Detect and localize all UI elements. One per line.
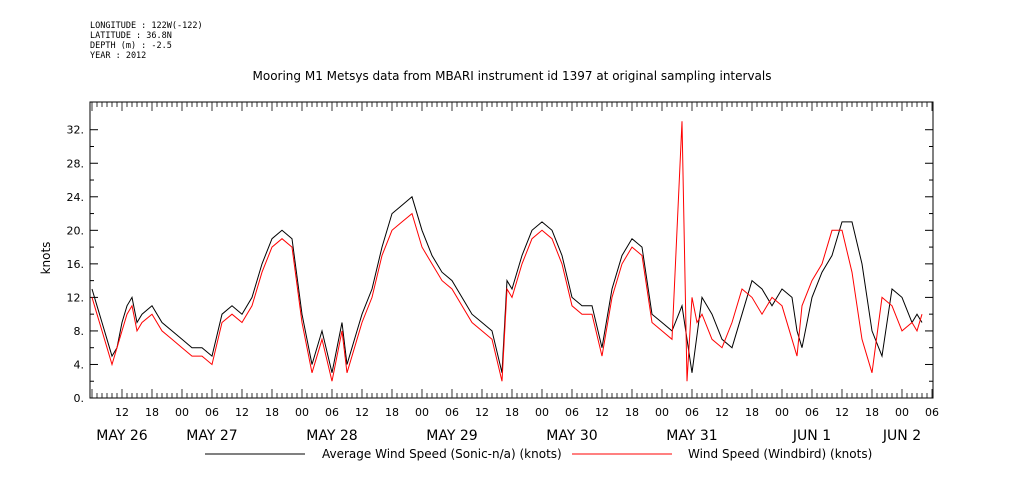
x-hour-label: 18 bbox=[865, 406, 879, 419]
x-day-label: MAY 28 bbox=[306, 428, 357, 444]
y-tick-label: 24. bbox=[67, 191, 85, 204]
x-hour-label: 18 bbox=[505, 406, 519, 419]
x-hour-label: 06 bbox=[925, 406, 939, 419]
x-hour-label: 12 bbox=[835, 406, 849, 419]
series-line-sonic bbox=[91, 195, 923, 373]
x-hour-label: 12 bbox=[715, 406, 729, 419]
x-day-label: MAY 26 bbox=[96, 428, 147, 444]
y-tick-label: 12. bbox=[67, 291, 85, 304]
x-hour-label: 00 bbox=[535, 406, 549, 419]
chart-title: Mooring M1 Metsys data from MBARI instru… bbox=[253, 69, 772, 83]
latitude-text: LATITUDE : 36.8N bbox=[90, 31, 172, 41]
x-hour-label: 18 bbox=[385, 406, 399, 419]
x-hour-label: 12 bbox=[355, 406, 369, 419]
y-tick-label: 8. bbox=[74, 325, 85, 338]
axes: 0. 4. 8. 12. 16. 20. 24. 28. 32. 12 18 00 06 12 18 00 06… bbox=[67, 102, 939, 444]
plot-frame bbox=[89, 101, 934, 399]
x-hour-label: 06 bbox=[565, 406, 579, 419]
y-axis-label: knots bbox=[39, 242, 53, 275]
station-metadata: LONGITUDE : 122W(-122) LATITUDE : 36.8N … bbox=[90, 21, 203, 61]
x-hour-label: 06 bbox=[805, 406, 819, 419]
x-hour-label: 18 bbox=[265, 406, 279, 419]
x-day-label: JUN 1 bbox=[792, 428, 831, 444]
x-day-label: MAY 30 bbox=[546, 428, 597, 444]
x-hour-label: 18 bbox=[745, 406, 759, 419]
x-hour-label: 12 bbox=[115, 406, 129, 419]
y-tick-label: 0. bbox=[74, 392, 85, 405]
depth-text: DEPTH (m) : -2.5 bbox=[90, 41, 172, 51]
x-hour-label: 00 bbox=[895, 406, 909, 419]
legend-label: Average Wind Speed (Sonic-n/a) (knots) bbox=[322, 447, 562, 461]
y-tick-label: 32. bbox=[67, 124, 85, 137]
x-hour-label: 06 bbox=[205, 406, 219, 419]
x-day-label: MAY 31 bbox=[666, 428, 717, 444]
x-day-label: MAY 29 bbox=[426, 428, 477, 444]
longitude-text: LONGITUDE : 122W(-122) bbox=[90, 21, 203, 31]
series-layer bbox=[91, 121, 923, 382]
y-tick-label: 28. bbox=[67, 157, 85, 170]
x-day-label: MAY 27 bbox=[186, 428, 237, 444]
x-hour-label: 18 bbox=[625, 406, 639, 419]
y-tick-label: 16. bbox=[67, 258, 85, 271]
legend: Average Wind Speed (Sonic-n/a) (knots) Wi… bbox=[205, 447, 872, 461]
x-hour-label: 12 bbox=[475, 406, 489, 419]
y-tick-label: 20. bbox=[67, 224, 85, 237]
series-line-windbird bbox=[91, 121, 923, 382]
x-day-label: JUN 2 bbox=[882, 428, 921, 444]
y-tick-label: 4. bbox=[74, 358, 85, 371]
x-hour-label: 00 bbox=[655, 406, 669, 419]
x-hour-label: 00 bbox=[295, 406, 309, 419]
legend-label: Wind Speed (Windbird) (knots) bbox=[688, 447, 872, 461]
x-hour-label: 18 bbox=[145, 406, 159, 419]
year-text: YEAR : 2012 bbox=[90, 51, 147, 61]
x-hour-label: 06 bbox=[325, 406, 339, 419]
x-hour-label: 06 bbox=[685, 406, 699, 419]
x-hour-label: 06 bbox=[445, 406, 459, 419]
x-hour-label: 00 bbox=[415, 406, 429, 419]
x-hour-label: 12 bbox=[235, 406, 249, 419]
x-hour-label: 00 bbox=[175, 406, 189, 419]
x-hour-label: 00 bbox=[775, 406, 789, 419]
x-hour-label: 12 bbox=[595, 406, 609, 419]
